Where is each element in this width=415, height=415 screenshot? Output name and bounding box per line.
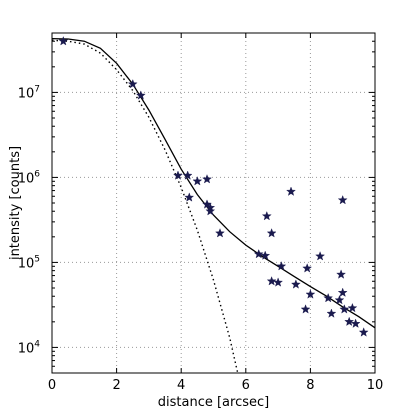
data-point [347,302,358,313]
data-point [182,170,193,180]
x-tick-label: 8 [306,378,314,393]
data-point [135,90,146,100]
x-axis-label: distance [arcsec] [158,395,269,410]
data-point [127,79,138,89]
data-point [273,277,284,287]
data-point [300,304,311,314]
data-point [290,279,301,289]
fit-curves [52,37,375,373]
y-tick-label: 104 [18,339,41,356]
data-point [173,170,183,180]
data-point [253,249,264,259]
plot-frame [51,32,376,374]
data-point [192,176,203,186]
y-tick-label: 107 [18,84,40,101]
y-axis-label: intensity [counts] [8,146,23,260]
data-point [266,276,277,286]
ticks: 0 2 4 6 8 10 104 105 106 107 [18,33,384,393]
data-point [334,294,345,305]
grid [52,33,375,373]
data-points [58,36,369,337]
x-tick-label: 4 [177,378,185,393]
data-point [276,261,287,271]
model-curve-dotted [52,39,239,373]
data-point [184,192,195,202]
x-tick-label: 6 [242,378,250,393]
data-point [344,316,355,326]
x-tick-label: 10 [367,378,384,393]
data-point [350,318,361,328]
data-point [358,327,369,337]
data-point [261,211,272,221]
data-point [266,228,277,238]
data-point [336,269,347,279]
data-point [215,228,225,238]
data-point [205,206,216,216]
data-point [339,304,350,314]
x-tick-label: 2 [112,378,120,393]
data-point [305,289,316,299]
data-point [302,263,313,273]
y-tick-label: 105 [18,254,40,271]
data-point [260,250,271,260]
data-point [286,186,296,196]
data-point [323,292,334,303]
data-point [337,195,348,205]
data-point [337,287,348,297]
data-point [315,251,326,261]
model-curve-solid [52,37,375,329]
y-tick-label: 106 [18,169,41,186]
data-point [202,174,212,184]
x-tick-label: 0 [48,378,56,393]
data-point [58,36,69,46]
data-point [326,308,337,318]
